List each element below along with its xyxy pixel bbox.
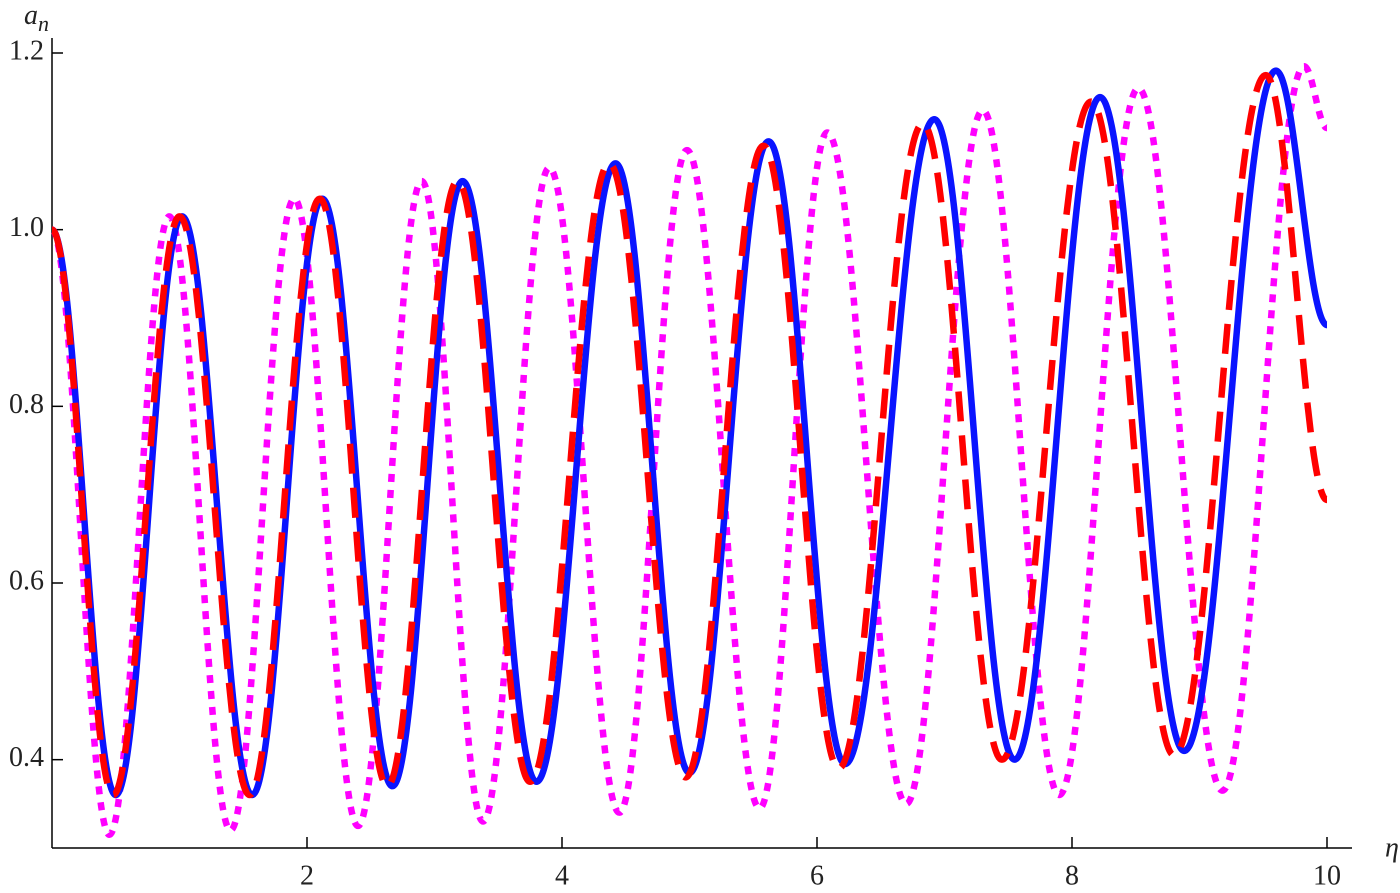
y-axis-label: an — [24, 0, 49, 36]
y-tick-label: 0.6 — [9, 565, 44, 596]
x-tick-label: 6 — [810, 860, 824, 891]
x-tick-label: 10 — [1313, 860, 1341, 891]
series-line — [48, 71, 1331, 799]
x-tick-label: 2 — [300, 860, 314, 891]
y-tick-label: 0.8 — [9, 389, 44, 420]
series-line — [48, 62, 1331, 839]
x-tick-label: 8 — [1065, 860, 1079, 891]
y-label-main: a — [24, 0, 38, 31]
y-tick-label: 1.0 — [9, 212, 44, 243]
y-tick-label: 0.4 — [9, 742, 44, 773]
y-label-sub: n — [38, 11, 49, 36]
y-tick-label: 1.2 — [9, 35, 44, 66]
x-tick-label: 4 — [555, 860, 569, 891]
x-axis-label: η — [1385, 832, 1399, 863]
